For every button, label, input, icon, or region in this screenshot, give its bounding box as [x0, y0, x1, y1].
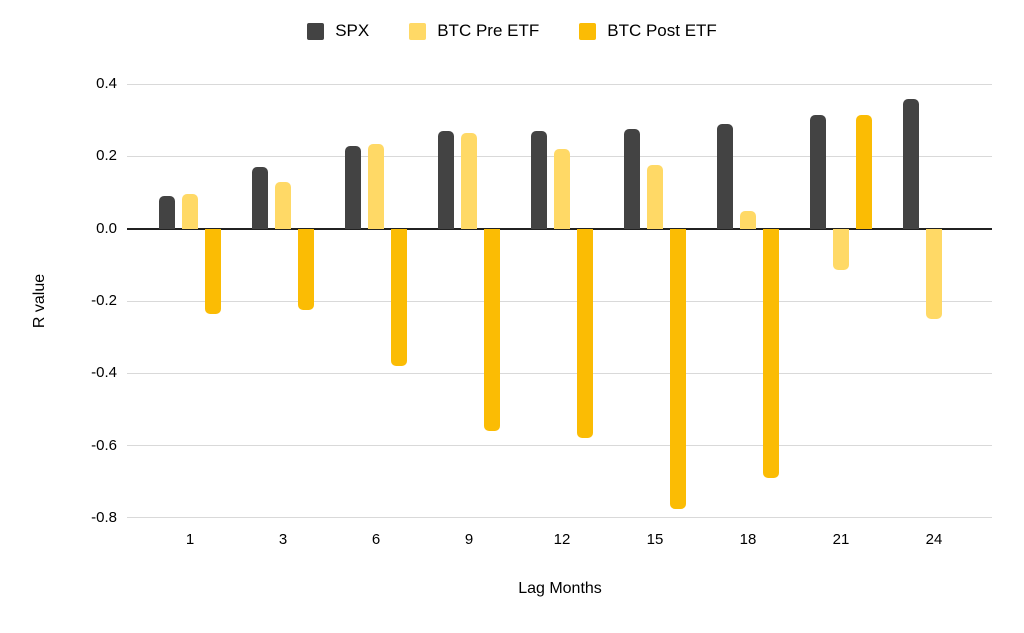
x-tick-label: 21: [832, 531, 850, 548]
bar-spx-lag-12[interactable]: [531, 131, 547, 229]
gridline: [127, 445, 992, 447]
legend-item-btc-post-etf[interactable]: BTC Post ETF: [579, 21, 717, 41]
bar-btc-post-etf-lag-3[interactable]: [298, 228, 314, 311]
x-tick-label: 12: [553, 531, 571, 548]
y-tick-label: -0.4: [91, 364, 117, 382]
bar-btc-post-etf-lag-21[interactable]: [856, 114, 872, 229]
x-tick-label: 9: [464, 531, 474, 548]
y-axis-title: R value: [31, 273, 48, 329]
legend-swatch-btc-pre-etf-icon: [409, 22, 427, 40]
y-tick-label: 0.2: [96, 147, 117, 165]
x-tick-label: 15: [646, 531, 664, 548]
y-tick-label: -0.6: [91, 436, 117, 454]
x-tick-label: 24: [925, 531, 943, 548]
bar-btc-post-etf-lag-15[interactable]: [670, 228, 686, 509]
gridline: [127, 300, 992, 302]
bar-spx-lag-21[interactable]: [810, 114, 826, 229]
legend-label-spx: SPX: [335, 21, 370, 40]
bar-btc-post-etf-lag-18[interactable]: [763, 228, 779, 479]
bar-btc-pre-etf-lag-3[interactable]: [275, 181, 291, 229]
bar-btc-pre-etf-lag-9[interactable]: [461, 132, 477, 229]
legend-swatch-btc-post-etf-icon: [579, 22, 597, 40]
gridline: [127, 372, 992, 374]
legend-label-btc-post-etf: BTC Post ETF: [607, 21, 717, 40]
y-tick-label: -0.2: [91, 292, 117, 309]
bar-spx-lag-3[interactable]: [252, 167, 268, 229]
plot-area: [127, 65, 992, 531]
bar-btc-pre-etf-lag-6[interactable]: [368, 143, 384, 229]
legend-item-btc-pre-etf[interactable]: BTC Pre ETF: [409, 21, 539, 41]
x-tick-label: 3: [278, 531, 288, 548]
bar-btc-pre-etf-lag-1[interactable]: [182, 194, 198, 229]
x-tick-label: 18: [739, 531, 757, 548]
bar-spx-lag-9[interactable]: [438, 131, 454, 229]
bar-btc-pre-etf-lag-15[interactable]: [647, 165, 663, 229]
bar-spx-lag-1[interactable]: [159, 196, 175, 229]
x-tick-label: 1: [185, 531, 195, 548]
bar-btc-pre-etf-lag-12[interactable]: [554, 149, 570, 229]
legend-label-btc-pre-etf: BTC Pre ETF: [437, 21, 540, 40]
x-axis-title: Lag Months: [518, 580, 602, 597]
bar-btc-pre-etf-lag-18[interactable]: [740, 210, 756, 229]
y-tick-label: 0.0: [96, 219, 117, 237]
bar-spx-lag-15[interactable]: [624, 129, 640, 229]
bar-spx-lag-6[interactable]: [345, 145, 361, 229]
chart-legend: SPX BTC Pre ETF BTC Post ETF: [0, 21, 1024, 41]
bar-btc-post-etf-lag-6[interactable]: [391, 228, 407, 367]
gridline: [127, 517, 992, 519]
bar-btc-post-etf-lag-1[interactable]: [205, 228, 221, 314]
y-tick-label: 0.4: [96, 75, 117, 93]
bar-btc-post-etf-lag-9[interactable]: [484, 228, 500, 432]
bar-btc-pre-etf-lag-24[interactable]: [926, 228, 942, 320]
zero-baseline: [127, 227, 992, 230]
x-tick-label: 6: [371, 531, 381, 548]
bar-btc-pre-etf-lag-21[interactable]: [833, 228, 849, 271]
gridline: [127, 83, 992, 85]
bar-spx-lag-18[interactable]: [717, 123, 733, 229]
bar-btc-post-etf-lag-12[interactable]: [577, 228, 593, 439]
bar-spx-lag-24[interactable]: [903, 98, 919, 229]
legend-item-spx[interactable]: SPX: [307, 21, 369, 41]
legend-swatch-spx-icon: [307, 22, 325, 40]
y-tick-label: -0.8: [91, 508, 117, 526]
